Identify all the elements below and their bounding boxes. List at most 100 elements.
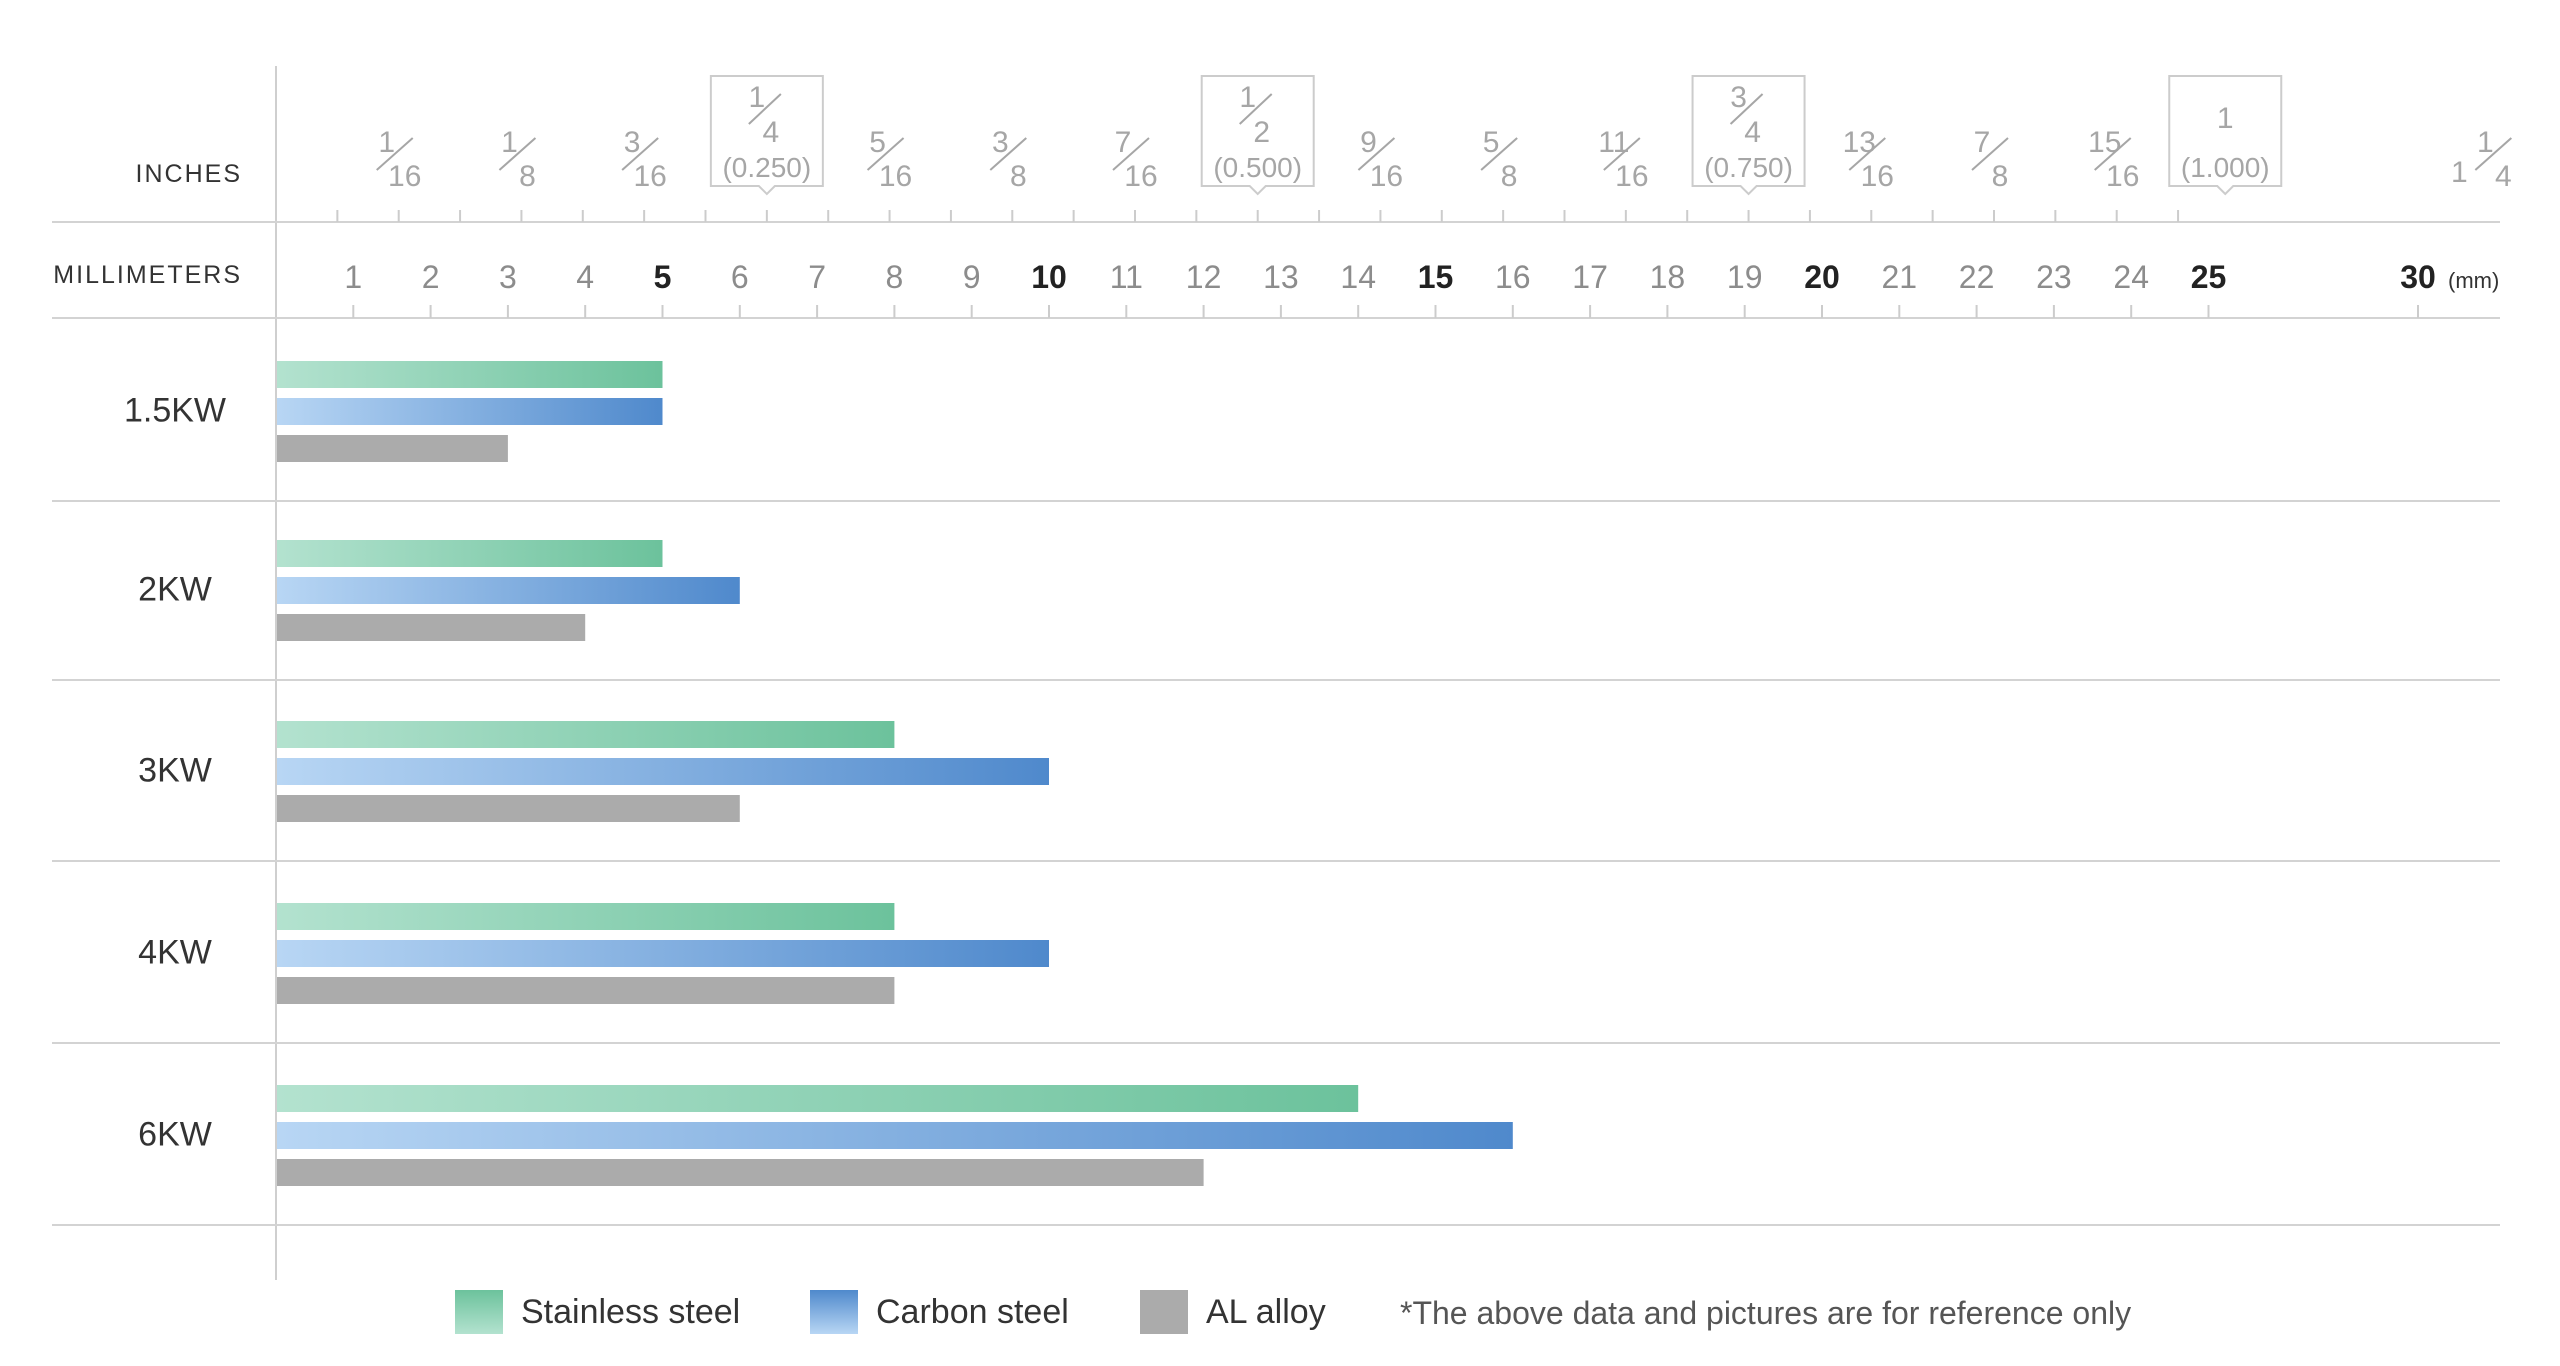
inch-numerator: 7 [1115, 126, 1132, 159]
inch-denominator: 4 [1744, 116, 1761, 149]
inch-callout-box [2168, 75, 2283, 196]
bar [277, 1122, 1513, 1149]
inch-denominator: 8 [519, 160, 536, 193]
inch-whole: 1 [2217, 102, 2234, 135]
x-tick-label: 8 [886, 259, 904, 295]
legend: Stainless steel Carbon steel AL alloy [455, 1290, 1326, 1334]
x-tick-label: 11 [1110, 259, 1143, 295]
millimeter-scale: 1 2 3 4 5 6 7 8 9 10 11 12 13 14 15 16 17 18 19 20 21 22 23 24 2… [344, 259, 2499, 318]
inch-numerator: 13 [1843, 126, 1876, 159]
legend-swatch [455, 1290, 503, 1334]
bar [277, 540, 663, 567]
bar [277, 435, 508, 462]
fraction-slash [1971, 137, 2009, 171]
inch-numerator: 1 [501, 126, 518, 159]
x-tick-label: 6 [731, 259, 749, 295]
inch-numerator: 9 [1360, 126, 1377, 159]
bar [277, 795, 740, 822]
inch-tick-label: 34(0.750) [1691, 75, 1806, 196]
inch-decimal: (0.250) [722, 152, 811, 183]
x-tick-label: 20 [1804, 259, 1840, 295]
inch-denominator: 16 [2106, 160, 2139, 193]
inch-tick-label: 716 [1112, 126, 1158, 193]
inch-denominator: 16 [633, 160, 666, 193]
category-label: 2KW [138, 571, 212, 609]
inch-whole: 1 [2451, 156, 2468, 189]
fraction-slash [2094, 137, 2132, 171]
bar [277, 721, 895, 748]
x-tick-label: 22 [1959, 259, 1995, 295]
inch-tick-label: 114 [2451, 126, 2512, 193]
inch-denominator: 8 [1992, 160, 2009, 193]
fraction-slash [1603, 137, 1641, 171]
inch-tick-label: 916 [1357, 126, 1403, 193]
bar [277, 940, 1049, 967]
inch-scale: 1161831614(0.250)5163871612(0.500)916581… [336, 75, 2512, 222]
x-tick-label: 9 [963, 259, 981, 295]
x-tick-label: 7 [808, 259, 826, 295]
bar [277, 903, 895, 930]
inch-numerator: 7 [1974, 126, 1991, 159]
inch-denominator: 8 [1010, 160, 1027, 193]
inch-numerator: 1 [749, 81, 766, 114]
bar [277, 758, 1049, 785]
legend-label: AL alloy [1206, 1293, 1326, 1331]
fraction-slash [498, 137, 537, 171]
x-tick-label: 25 [2191, 259, 2227, 295]
inch-numerator: 3 [1730, 81, 1747, 114]
legend-label: Stainless steel [521, 1293, 740, 1331]
x-tick-label: 18 [1650, 259, 1686, 295]
fraction-slash [989, 137, 1027, 171]
category-label: 3KW [138, 752, 212, 790]
reference-note: *The above data and pictures are for ref… [1400, 1295, 2131, 1331]
bar [277, 577, 740, 604]
inch-denominator: 16 [1615, 160, 1648, 193]
x-tick-label: 23 [2036, 259, 2072, 295]
x-tick-label: 5 [654, 259, 672, 295]
fraction-slash [748, 93, 782, 125]
fraction-slash [1729, 93, 1764, 125]
x-tick-label: 1 [344, 259, 362, 295]
inch-numerator: 5 [869, 126, 886, 159]
bar [277, 361, 663, 388]
inch-tick-label: 316 [621, 126, 667, 193]
x-tick-label: 3 [499, 259, 517, 295]
fraction-slash [1357, 137, 1396, 171]
legend-label: Carbon steel [876, 1293, 1069, 1331]
x-tick-label: 24 [2113, 259, 2149, 295]
bar [277, 977, 895, 1004]
x-tick-label: 12 [1186, 259, 1222, 295]
fraction-slash [1480, 137, 1518, 171]
inch-denominator: 4 [763, 116, 780, 149]
inch-numerator: 5 [1483, 126, 1500, 159]
fraction-slash [2474, 137, 2512, 171]
inch-numerator: 1 [1239, 81, 1256, 114]
x-tick-label: 21 [1882, 259, 1918, 295]
inch-tick-label: 1 (1.000) [2168, 75, 2283, 196]
x-tick-label: 13 [1263, 259, 1299, 295]
x-tick-label: 15 [1418, 259, 1454, 295]
inch-callout-box [709, 75, 824, 196]
inch-tick-label: 116 [376, 126, 421, 193]
fraction-slash [1112, 137, 1150, 171]
inch-denominator: 2 [1253, 116, 1270, 149]
category-label: 1.5KW [124, 392, 226, 430]
legend-swatch [1140, 1290, 1188, 1334]
x-tick-label: 19 [1727, 259, 1763, 295]
x-tick-label: 14 [1340, 259, 1376, 295]
inch-denominator: 16 [1861, 160, 1894, 193]
inch-denominator: 4 [2495, 160, 2512, 193]
inch-tick-label: 18 [498, 126, 537, 193]
fraction-slash [621, 137, 659, 171]
inch-tick-label: 14(0.250) [709, 75, 824, 196]
bar [277, 614, 586, 641]
fraction-slash [1848, 137, 1886, 171]
inch-callout-box [1691, 75, 1806, 196]
x-tick-label: 30 [2400, 259, 2436, 295]
inch-decimal: (1.000) [2181, 152, 2270, 183]
bar [277, 1159, 1204, 1186]
